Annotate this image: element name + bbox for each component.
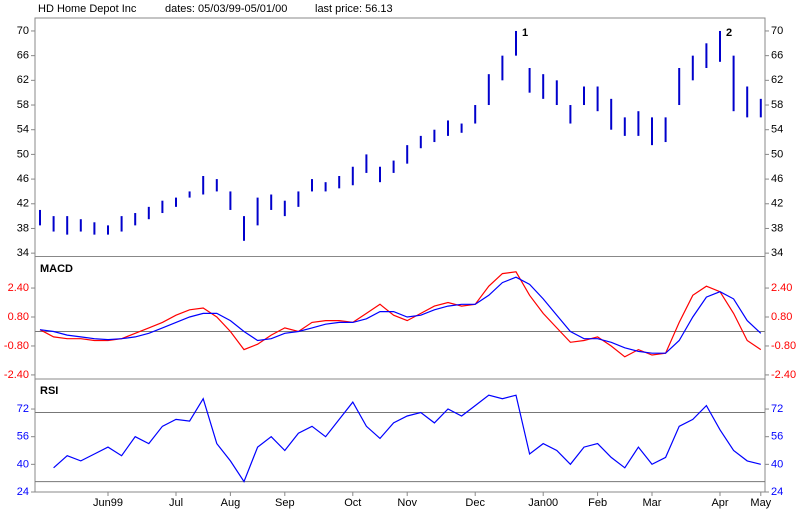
- y-tick-label: -2.40: [771, 369, 796, 381]
- dates: dates: 05/03/99-05/01/00: [165, 3, 287, 15]
- x-tick-label: Jun99: [93, 497, 123, 509]
- panel-title: MACD: [40, 263, 73, 275]
- y-tick-label: 66: [771, 50, 783, 62]
- y-tick-label: 34: [771, 247, 783, 259]
- annotation: 2: [726, 27, 732, 39]
- series-line: [53, 394, 761, 483]
- y-tick-label: 72: [17, 403, 29, 415]
- y-tick-label: 42: [17, 198, 29, 210]
- y-tick-label: 54: [17, 124, 29, 136]
- x-tick-label: Aug: [221, 497, 241, 509]
- y-tick-label: 66: [17, 50, 29, 62]
- y-tick-label: 56: [771, 431, 783, 443]
- y-tick-label: 62: [17, 74, 29, 86]
- y-tick-label: 38: [17, 222, 29, 234]
- x-tick-label: Nov: [397, 497, 417, 509]
- series-line: [39, 271, 762, 358]
- annotation: 1: [522, 27, 528, 39]
- y-tick-label: 56: [17, 431, 29, 443]
- x-tick-label: May: [750, 497, 771, 509]
- symbol: HD Home Depot Inc: [38, 3, 137, 15]
- y-tick-label: 46: [17, 173, 29, 185]
- y-tick-label: 40: [771, 458, 783, 470]
- y-tick-label: 0.80: [771, 311, 792, 323]
- y-tick-label: 58: [771, 99, 783, 111]
- y-tick-label: 46: [771, 173, 783, 185]
- y-tick-label: 50: [17, 148, 29, 160]
- y-tick-label: 72: [771, 403, 783, 415]
- x-tick-label: Oct: [344, 497, 361, 509]
- x-tick-label: Dec: [465, 497, 485, 509]
- y-tick-label: 62: [771, 74, 783, 86]
- x-tick-label: Sep: [275, 497, 295, 509]
- y-tick-label: 24: [17, 486, 29, 498]
- plot-frame: [34, 17, 766, 493]
- y-tick-label: 54: [771, 124, 783, 136]
- y-tick-label: 50: [771, 148, 783, 160]
- y-tick-label: 0.80: [8, 311, 29, 323]
- y-tick-label: 58: [17, 99, 29, 111]
- y-tick-label: 70: [771, 25, 783, 37]
- y-tick-label: -0.80: [771, 340, 796, 352]
- y-tick-label: 38: [771, 222, 783, 234]
- panel-title: RSI: [40, 385, 58, 397]
- last-price: last price: 56.13: [315, 3, 393, 15]
- y-tick-label: 40: [17, 458, 29, 470]
- y-tick-label: 2.40: [771, 282, 792, 294]
- y-tick-label: 34: [17, 247, 29, 259]
- y-tick-label: 70: [17, 25, 29, 37]
- y-tick-label: 42: [771, 198, 783, 210]
- y-tick-label: -2.40: [4, 369, 29, 381]
- x-tick-label: Feb: [588, 497, 607, 509]
- y-tick-label: -0.80: [4, 340, 29, 352]
- x-tick-label: Mar: [643, 497, 662, 509]
- y-tick-label: 24: [771, 486, 783, 498]
- x-tick-label: Apr: [711, 497, 728, 509]
- x-tick-label: Jan00: [528, 497, 558, 509]
- y-tick-label: 2.40: [8, 282, 29, 294]
- series-line: [39, 276, 762, 354]
- x-tick-label: Jul: [169, 497, 183, 509]
